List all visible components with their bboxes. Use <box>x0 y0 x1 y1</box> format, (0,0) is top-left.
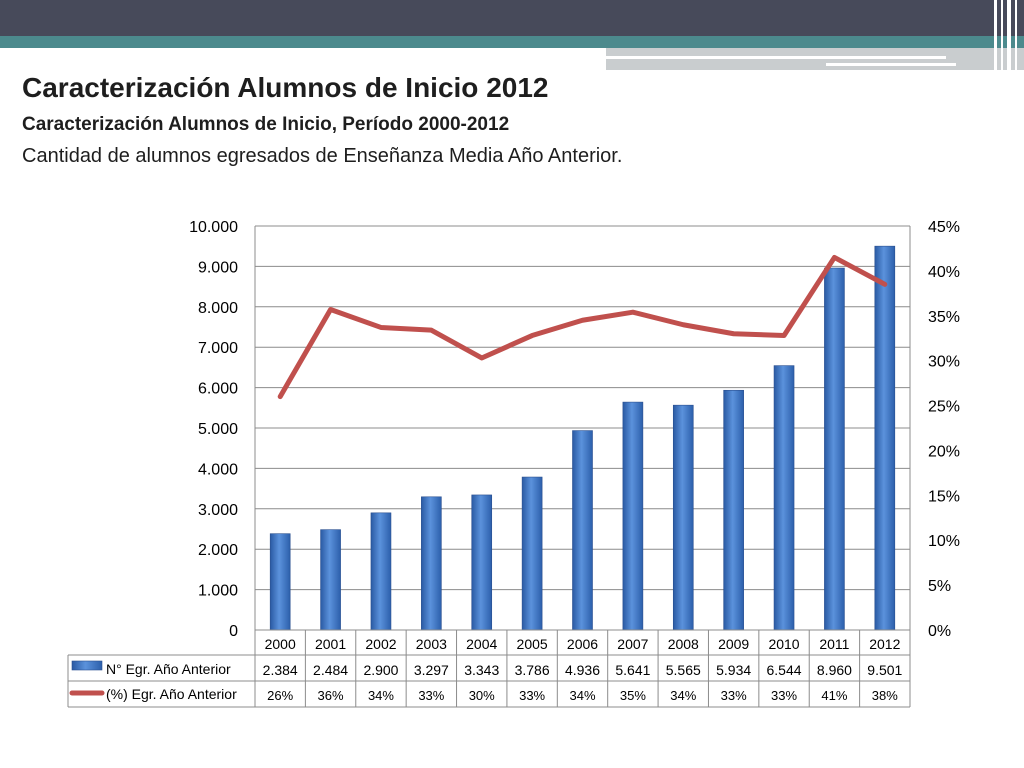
y-right-tick-label: 30% <box>928 354 960 371</box>
y-left-tick-label: 8.000 <box>198 300 238 317</box>
data-label: 3.343 <box>464 662 499 678</box>
x-tick-label: 2006 <box>567 636 598 652</box>
data-label: 6.544 <box>767 662 802 678</box>
data-label: 5.934 <box>716 662 751 678</box>
y-left-tick-label: 6.000 <box>198 381 238 398</box>
y-left-tick-label: 0 <box>229 623 238 640</box>
bar <box>320 529 341 631</box>
line-point <box>479 355 484 360</box>
legend-key-bar <box>71 660 103 671</box>
bar <box>824 267 845 631</box>
line-point <box>378 325 383 330</box>
x-tick-label: 2008 <box>668 636 699 652</box>
line-point <box>882 282 887 287</box>
data-label: 34% <box>670 688 696 703</box>
y-left-tick-label: 10.000 <box>189 219 238 236</box>
x-tick-label: 2009 <box>718 636 749 652</box>
data-label: 3.297 <box>414 662 449 678</box>
y-left-tick-label: 9.000 <box>198 259 238 276</box>
x-tick-label: 2011 <box>819 636 849 652</box>
page-title: Caracterización Alumnos de Inicio 2012 <box>22 72 549 103</box>
data-label: 41% <box>821 688 847 703</box>
data-label: 4.936 <box>565 662 600 678</box>
bar <box>471 494 493 631</box>
data-label: 33% <box>418 688 444 703</box>
y-right-tick-label: 45% <box>928 219 960 236</box>
x-tick-label: 2007 <box>617 636 648 652</box>
y-left-tick-label: 5.000 <box>198 421 238 438</box>
data-label: 33% <box>519 688 545 703</box>
bar <box>672 404 694 631</box>
line-point <box>681 322 686 327</box>
data-label: 8.960 <box>817 662 852 678</box>
legend-label: (%) Egr. Año Anterior <box>106 686 237 702</box>
y-left-tick-label: 1.000 <box>198 583 238 600</box>
data-label: 30% <box>469 688 495 703</box>
data-label: 9.501 <box>867 662 902 678</box>
line-point <box>782 333 787 338</box>
data-label: 34% <box>569 688 595 703</box>
y-right-tick-label: 10% <box>928 533 960 550</box>
data-label: 33% <box>721 688 747 703</box>
top-banner <box>0 0 1024 36</box>
data-label: 5.641 <box>615 662 650 678</box>
line-point <box>731 331 736 336</box>
bar <box>874 245 896 631</box>
x-tick-label: 2002 <box>365 636 396 652</box>
line-point <box>278 394 283 399</box>
y-left-tick-label: 7.000 <box>198 340 238 357</box>
x-tick-label: 2012 <box>869 636 900 652</box>
y-left-tick-label: 2.000 <box>198 542 238 559</box>
page-subtitle: Caracterización Alumnos de Inicio, Perío… <box>22 114 510 135</box>
data-label: 33% <box>771 688 797 703</box>
data-label: 36% <box>318 688 344 703</box>
bar <box>622 401 644 631</box>
data-label: 35% <box>620 688 646 703</box>
y-right-tick-label: 15% <box>928 488 960 505</box>
bar <box>269 533 291 631</box>
line-point <box>580 318 585 323</box>
bar <box>370 512 392 631</box>
data-label: 26% <box>267 688 293 703</box>
line-point <box>429 328 434 333</box>
bar <box>723 389 744 631</box>
bar <box>521 476 543 631</box>
line-point <box>530 333 535 338</box>
decorative-line <box>606 56 946 59</box>
x-tick-label: 2001 <box>315 636 346 652</box>
x-tick-label: 2010 <box>768 636 799 652</box>
bar <box>421 496 442 631</box>
y-right-tick-label: 0% <box>928 623 951 640</box>
data-label: 5.565 <box>666 662 701 678</box>
y-right-tick-label: 35% <box>928 309 960 326</box>
y-right-tick-label: 40% <box>928 264 960 281</box>
data-label: 2.484 <box>313 662 348 678</box>
y-left-tick-label: 4.000 <box>198 461 238 478</box>
decorative-stripes <box>990 0 1024 70</box>
data-label: 38% <box>872 688 898 703</box>
y-right-tick-label: 25% <box>928 399 960 416</box>
x-tick-label: 2005 <box>517 636 548 652</box>
y-right-tick-label: 20% <box>928 443 960 460</box>
y-right-tick-label: 5% <box>928 578 951 595</box>
data-label: 3.786 <box>515 662 550 678</box>
page-description: Cantidad de alumnos egresados de Enseñan… <box>22 145 623 167</box>
line-point <box>630 310 635 315</box>
bar <box>773 365 795 631</box>
line-point <box>832 255 837 260</box>
legend-label: N° Egr. Año Anterior <box>106 661 231 677</box>
x-tick-label: 2004 <box>466 636 497 652</box>
x-tick-label: 2003 <box>416 636 447 652</box>
x-tick-label: 2000 <box>265 636 296 652</box>
data-label: 34% <box>368 688 394 703</box>
line-point <box>328 307 333 312</box>
accent-stripe <box>0 36 1024 48</box>
y-left-tick-label: 3.000 <box>198 502 238 519</box>
data-label: 2.900 <box>363 662 398 678</box>
data-label: 2.384 <box>263 662 298 678</box>
decorative-line <box>826 63 956 66</box>
bar <box>572 430 593 631</box>
